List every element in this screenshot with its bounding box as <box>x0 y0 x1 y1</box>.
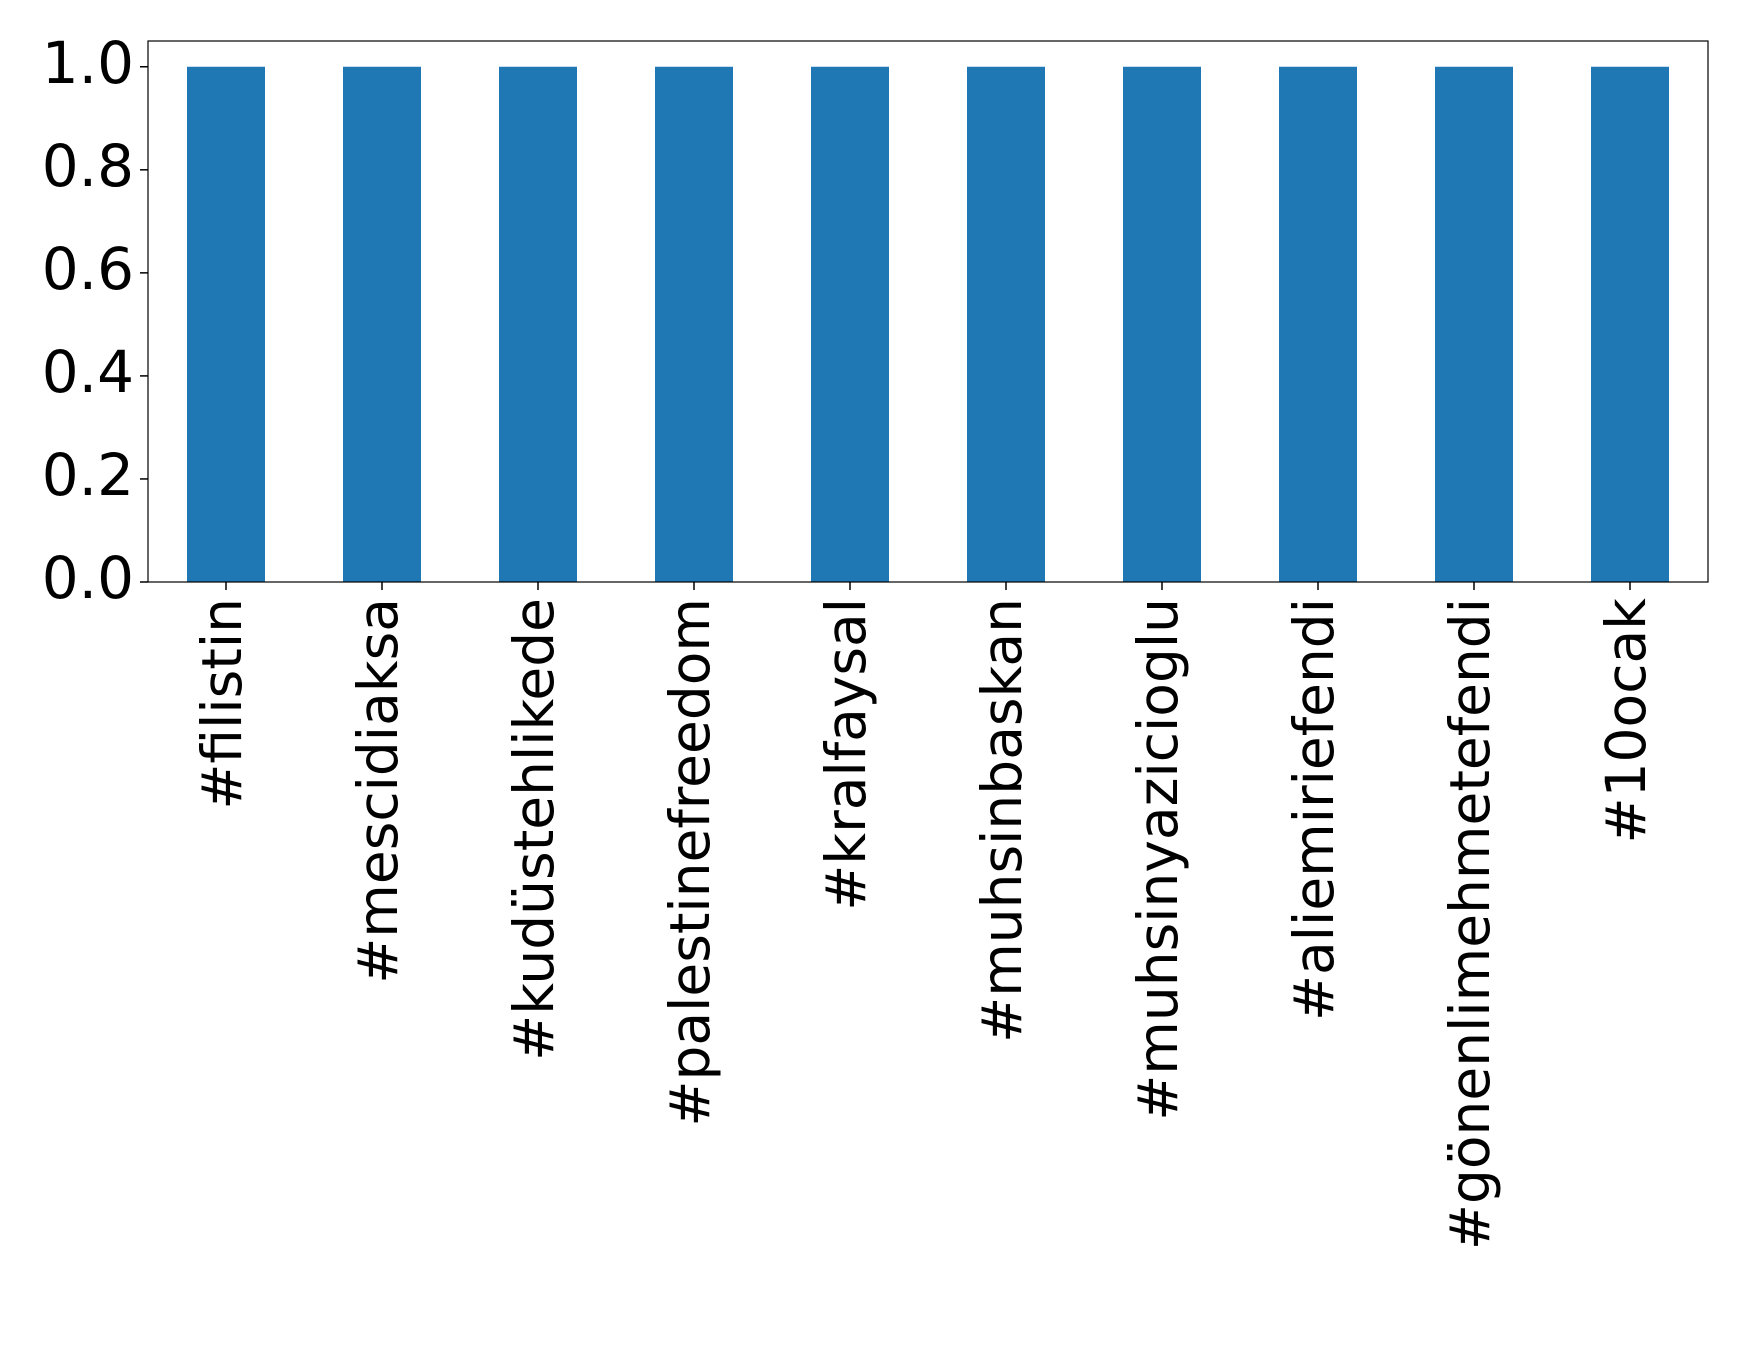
bar <box>655 66 733 582</box>
x-tick-label: #kralfaysal <box>814 598 878 911</box>
bar <box>1123 66 1201 582</box>
x-tick-label: #mescidiaksa <box>346 598 410 984</box>
x-tick-label: #aliemiriefendi <box>1282 598 1346 1021</box>
x-tick-label: #kudüstehlikede <box>502 598 566 1061</box>
x-tick-label: #10ocak <box>1594 598 1658 844</box>
bar <box>499 66 577 582</box>
bar <box>967 66 1045 582</box>
y-tick-label: 0.2 <box>42 441 134 509</box>
x-tick-label: #palestinefreedom <box>658 598 722 1127</box>
bar <box>1279 66 1357 582</box>
x-tick-label: #filistin <box>190 598 254 810</box>
y-tick-label: 0.4 <box>42 338 134 406</box>
plot-frame <box>147 40 1709 583</box>
y-tick-label: 0.6 <box>42 235 134 303</box>
x-tick-label: #gönenlimehmetefendi <box>1438 598 1502 1250</box>
y-tick-label: 0.8 <box>42 132 134 200</box>
bar <box>187 66 265 582</box>
x-tick-label: #muhsinyazicioglu <box>1126 598 1190 1121</box>
bar <box>1591 66 1669 582</box>
bar <box>1435 66 1513 582</box>
x-tick-label: #muhsinbaskan <box>970 598 1034 1043</box>
y-tick-label: 1.0 <box>42 29 134 97</box>
bar <box>811 66 889 582</box>
y-tick-label: 0.0 <box>42 544 134 612</box>
bar <box>343 66 421 582</box>
